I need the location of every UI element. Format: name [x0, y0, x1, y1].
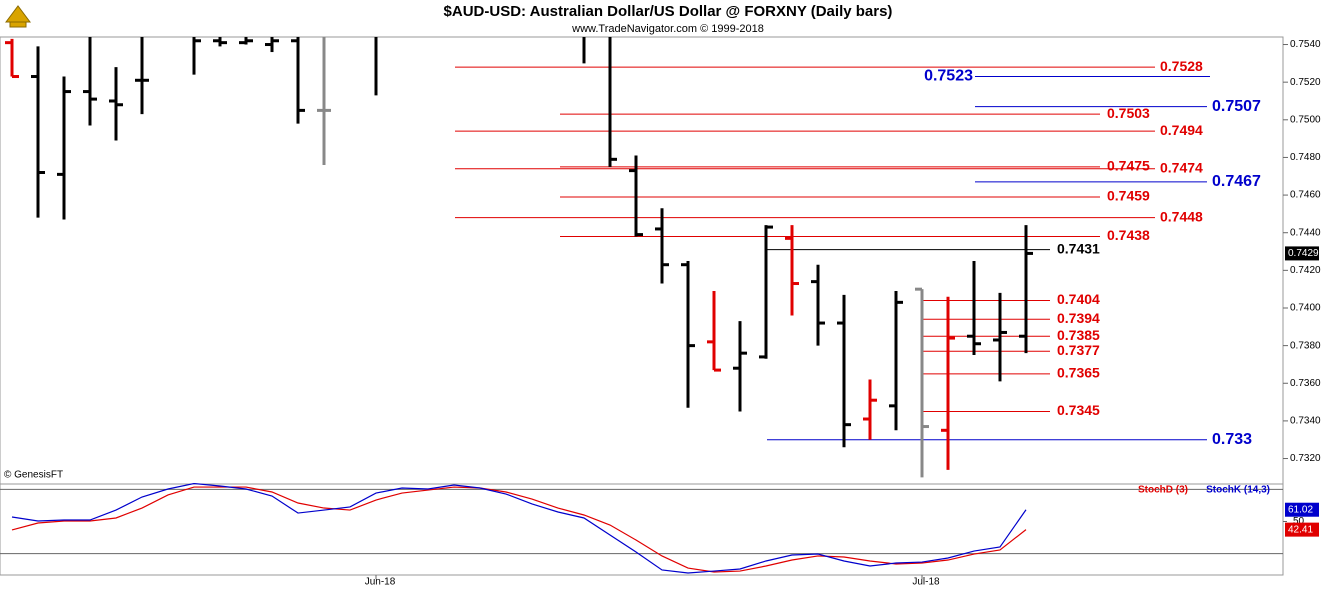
- level-label: 0.7448: [1160, 208, 1203, 224]
- watermark: © GenesisFT: [4, 470, 63, 481]
- value-box: [1285, 522, 1319, 537]
- value-box: [1285, 502, 1319, 517]
- level-label: 0.7438: [1107, 227, 1150, 243]
- level-label: 0.7474: [1160, 159, 1203, 175]
- level-label: 0.7523: [924, 68, 973, 85]
- level-label: 0.7475: [1107, 158, 1150, 174]
- indicator-panel: [0, 483, 1283, 574]
- legend-label: StochD (3): [1138, 485, 1188, 496]
- y-tick-label: 0.7420: [1290, 265, 1321, 276]
- value-label: 42.41: [1288, 524, 1313, 535]
- level-label: 0.7394: [1057, 310, 1100, 326]
- indicator-line: [11, 486, 1027, 573]
- x-tick-label: Jul-18: [912, 577, 940, 588]
- logo: [5, 5, 31, 28]
- y-tick-label: 0.7440: [1290, 227, 1321, 238]
- y-tick-label: 0.7380: [1290, 340, 1321, 351]
- level-label: 0.7345: [1057, 402, 1100, 418]
- x-tick-label: Jun-18: [365, 577, 396, 588]
- axes: 0.7540 0.7520 0.7500 0.7480 0.7460 0.7440 0.74…: [365, 39, 1321, 587]
- level-label: 0.7503: [1107, 105, 1150, 121]
- indicator-line: [11, 483, 1027, 574]
- y-tick-label: 0.7360: [1290, 378, 1321, 389]
- level-label: 0.7494: [1160, 122, 1203, 138]
- level-label: 0.7528: [1160, 58, 1203, 74]
- level-label: 0.7431: [1057, 240, 1100, 256]
- level-label: 0.7459: [1107, 188, 1150, 204]
- y-tick-label: 0.7480: [1290, 152, 1321, 163]
- level-label: 0.7404: [1057, 291, 1100, 307]
- y-tick-label: 0.7500: [1290, 114, 1321, 125]
- legend-label: StochK (14,3): [1206, 485, 1270, 496]
- y-tick-label: 0.7340: [1290, 416, 1321, 427]
- level-label: 0.7385: [1057, 327, 1100, 343]
- level-label: 0.733: [1212, 431, 1252, 448]
- level-label: 0.7365: [1057, 365, 1100, 381]
- last-price-label: 0.7429: [1288, 248, 1319, 259]
- level-label: 0.7377: [1057, 342, 1100, 358]
- y-tick-label: 0.7460: [1290, 190, 1321, 201]
- y-tick-label: 50: [1293, 516, 1305, 527]
- value-label: 61.02: [1288, 504, 1313, 515]
- plot-frame: [0, 36, 1284, 576]
- chart-subtitle: www.TradeNavigator.com © 1999-2018: [571, 23, 764, 35]
- chart-title: $AUD-USD: Australian Dollar/US Dollar @ …: [444, 3, 893, 20]
- level-label: 0.7507: [1212, 98, 1261, 115]
- last-price-box: [1285, 246, 1319, 261]
- price-panel: 0.7528 0.7523 0.7507 0.7503 0.7494 0.7475 0.74…: [5, 37, 1261, 478]
- level-label: 0.7467: [1212, 173, 1261, 190]
- y-tick-label: 0.7320: [1290, 453, 1321, 464]
- y-tick-label: 0.7400: [1290, 303, 1321, 314]
- y-tick-label: 0.7540: [1290, 39, 1321, 50]
- y-tick-label: 0.7520: [1290, 77, 1321, 88]
